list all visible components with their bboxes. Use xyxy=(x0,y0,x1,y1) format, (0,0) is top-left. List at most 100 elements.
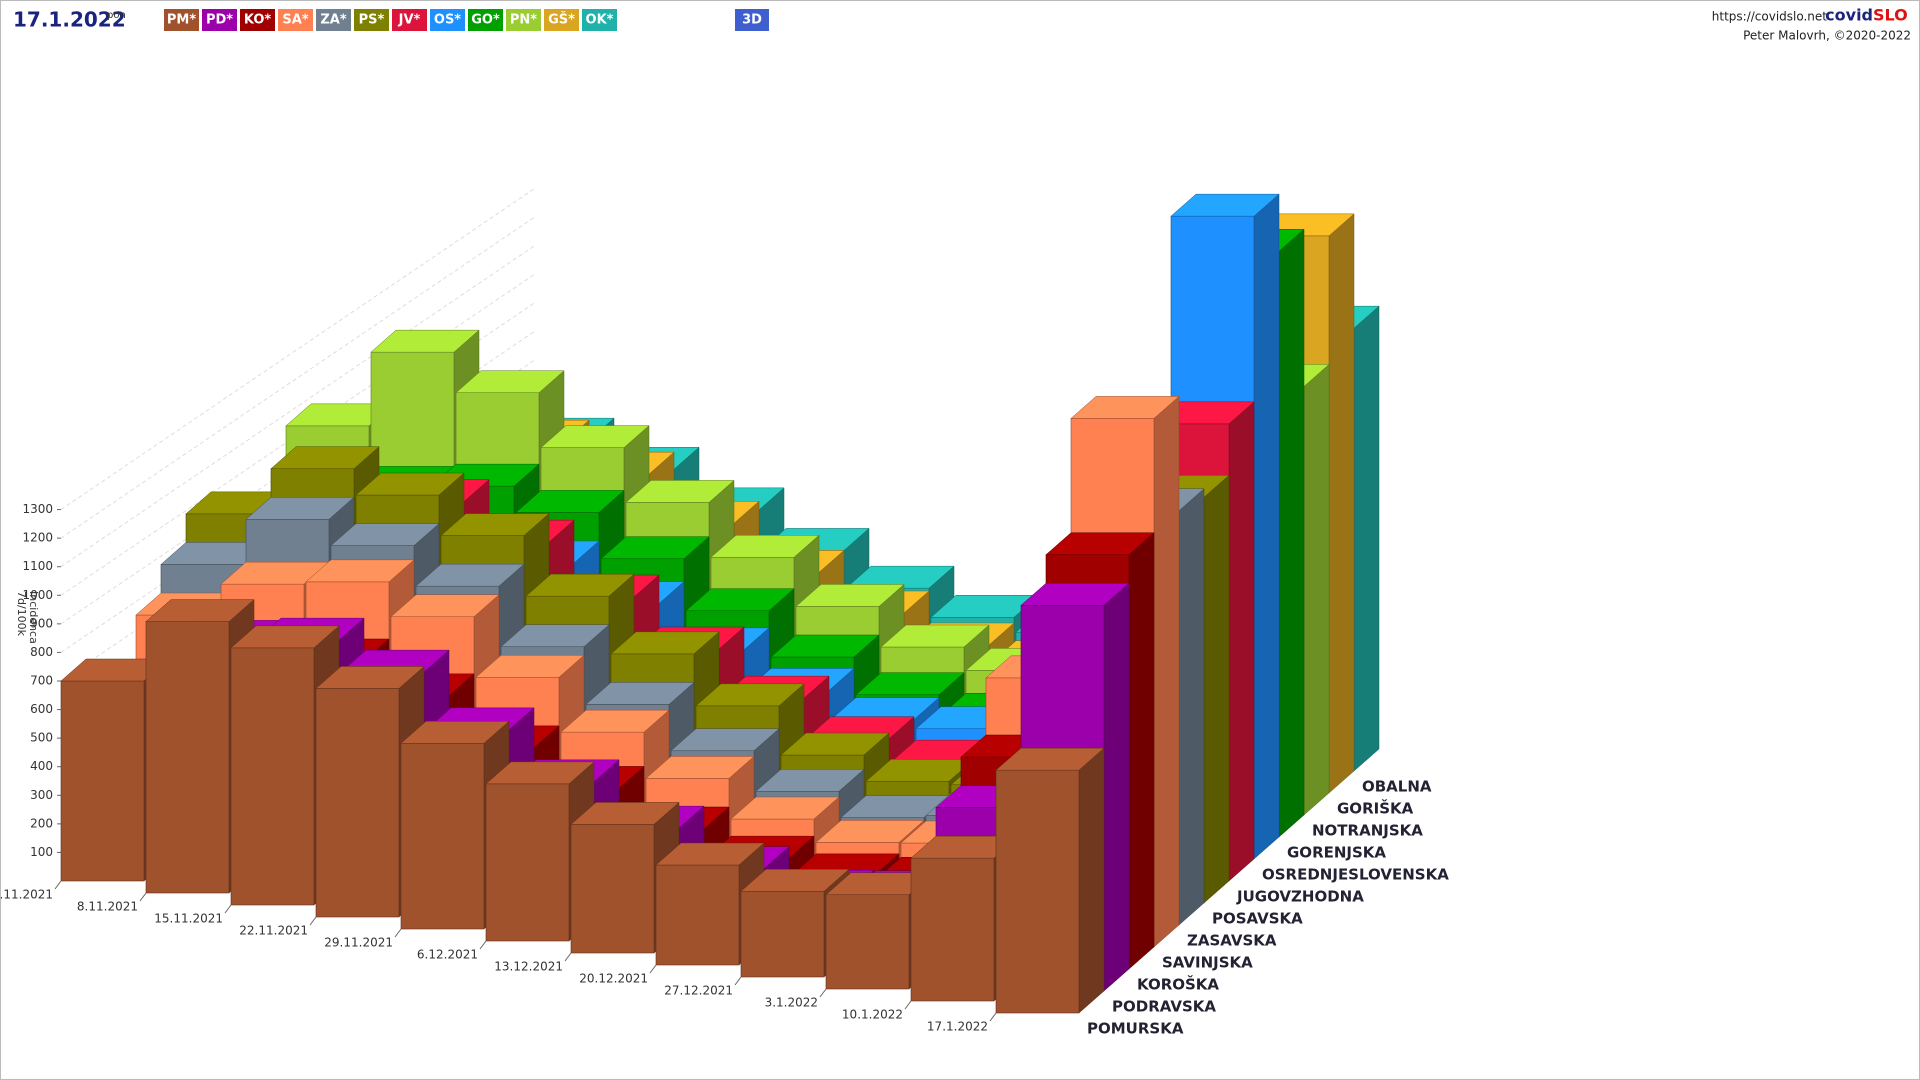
legend-button[interactable] xyxy=(240,9,275,31)
bar-top xyxy=(315,666,425,689)
bar-top xyxy=(695,683,805,707)
legend-button[interactable] xyxy=(468,9,503,31)
legend-label[interactable]: GO* xyxy=(471,13,500,28)
x-tick-label: 20.12.2021 xyxy=(579,972,648,986)
legend-button[interactable] xyxy=(430,9,465,31)
x-tick xyxy=(989,1012,997,1022)
bar-top xyxy=(770,634,880,658)
region-label: GORIŠKA xyxy=(1337,799,1414,818)
legend-label[interactable]: PD* xyxy=(206,13,233,28)
url[interactable]: https://covidslo.net xyxy=(1712,10,1828,24)
bar-side xyxy=(1278,228,1305,838)
y-tick-label: 100 xyxy=(30,845,53,859)
x-tick-label: 10.1.2022 xyxy=(842,1008,903,1022)
x-tick-label: 27.12.2021 xyxy=(664,984,733,998)
bar-top xyxy=(440,513,550,536)
bar-top xyxy=(645,756,755,779)
legend-label[interactable]: PM* xyxy=(167,13,196,28)
legend-label[interactable]: OS* xyxy=(434,13,461,28)
legend-button[interactable] xyxy=(278,9,313,31)
bar-top xyxy=(485,761,595,785)
bar-side xyxy=(1103,582,1130,992)
bar-top xyxy=(560,709,670,733)
bar-top xyxy=(455,370,565,393)
bar-top xyxy=(855,672,965,695)
legend-label[interactable]: JV* xyxy=(398,13,421,28)
x-tick xyxy=(224,904,232,914)
brand-a: covid xyxy=(1825,6,1873,25)
legend-label[interactable]: PN* xyxy=(510,13,537,28)
bar-top xyxy=(570,802,680,825)
bar-side xyxy=(1253,193,1280,860)
legend-label[interactable]: PS* xyxy=(359,13,385,28)
legend-label[interactable]: GŠ* xyxy=(548,12,575,28)
region-label: POSAVSKA xyxy=(1212,910,1303,928)
y-tick-label: 500 xyxy=(30,731,53,745)
bar-side xyxy=(1178,488,1205,926)
bar xyxy=(570,824,655,954)
y-tick-label: 1300 xyxy=(22,502,53,516)
bar-side xyxy=(1153,395,1180,948)
legend-label[interactable]: KO* xyxy=(244,13,272,28)
legend-button[interactable] xyxy=(582,9,617,31)
region-label: GORENJSKA xyxy=(1287,844,1386,862)
x-tick xyxy=(734,976,742,986)
bar-top xyxy=(525,573,635,597)
y-tick-label: 300 xyxy=(30,788,53,802)
y-label: 7d/100k xyxy=(15,591,28,637)
bar-top xyxy=(585,682,695,705)
bar-top xyxy=(1045,532,1155,555)
region-label: SAVINJSKA xyxy=(1162,954,1253,972)
x-tick-label: 17.1.2022 xyxy=(927,1020,988,1034)
view-button[interactable] xyxy=(735,9,769,31)
legend-label[interactable]: SA* xyxy=(282,13,308,28)
legend-button[interactable] xyxy=(354,9,389,31)
region-label: PODRAVSKA xyxy=(1112,998,1216,1016)
legend-button[interactable] xyxy=(544,9,579,31)
bar-side xyxy=(1203,474,1230,904)
bar-top xyxy=(270,446,380,469)
legend-button[interactable] xyxy=(316,9,351,31)
region-label: JUGOVZHODNA xyxy=(1236,888,1364,906)
x-tick-label: 1.11.2021 xyxy=(0,888,53,902)
region-label: OBALNA xyxy=(1362,778,1432,796)
author: Peter Malovrh, ©2020-2022 xyxy=(1743,29,1911,43)
legend-label[interactable]: ZA* xyxy=(320,13,346,28)
legend-label[interactable]: OK* xyxy=(586,13,614,28)
x-tick-label: 29.11.2021 xyxy=(324,936,393,950)
y-tick-label: 1100 xyxy=(22,559,53,573)
weekday: pon xyxy=(107,10,126,21)
bar-top xyxy=(230,625,340,649)
bar xyxy=(995,769,1080,1014)
bar-top xyxy=(475,655,585,678)
bar-top xyxy=(355,472,465,496)
bar-top xyxy=(730,796,840,820)
grid-line xyxy=(60,272,537,596)
x-tick xyxy=(309,916,317,926)
view-button-label[interactable]: 3D xyxy=(742,13,762,28)
y-tick-label: 200 xyxy=(30,816,53,830)
x-tick xyxy=(649,964,657,974)
legend-button[interactable] xyxy=(506,9,541,31)
legend-button[interactable] xyxy=(392,9,427,31)
bar-side xyxy=(1128,532,1155,970)
bar-top xyxy=(600,536,710,559)
bar xyxy=(655,864,740,966)
bar-top xyxy=(1070,396,1180,419)
bar-top xyxy=(815,820,925,843)
x-tick xyxy=(479,940,487,950)
y-tick-label: 600 xyxy=(30,702,53,716)
x-tick-label: 15.11.2021 xyxy=(154,912,223,926)
region-label: NOTRANJSKA xyxy=(1312,822,1423,840)
legend-button[interactable] xyxy=(164,9,199,31)
bar-top xyxy=(330,523,440,546)
bar xyxy=(60,680,145,882)
region-label: KOROŠKA xyxy=(1137,975,1219,994)
bar-top xyxy=(515,490,625,513)
y-tick-label: 900 xyxy=(30,616,53,630)
legend-button[interactable] xyxy=(202,9,237,31)
bar-top xyxy=(795,584,905,607)
bar-side xyxy=(1228,401,1255,882)
bar-top xyxy=(370,329,480,353)
